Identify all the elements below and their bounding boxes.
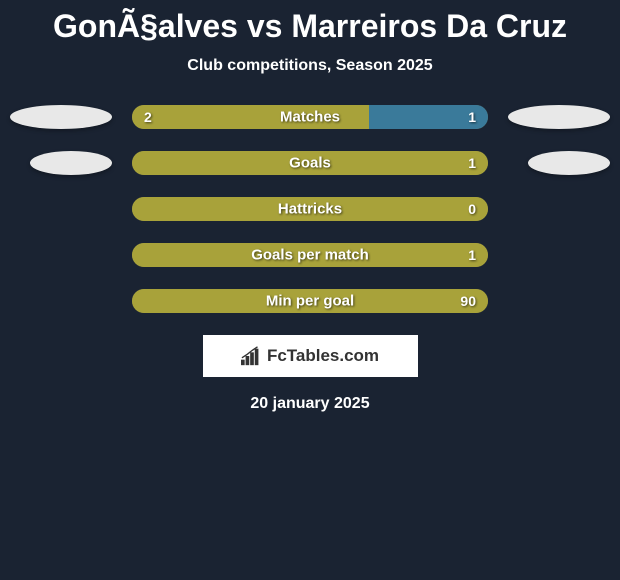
stat-bar: Hattricks 0 [132, 197, 488, 221]
stat-bar: Goals per match 1 [132, 243, 488, 267]
player-left-slot [10, 289, 112, 313]
stat-row: Min per goal 90 [10, 289, 610, 313]
stat-label: Hattricks [278, 201, 342, 218]
player-ellipse-left [30, 151, 112, 175]
stat-bar: Goals 1 [132, 151, 488, 175]
chart-rows: 2 Matches 1 Goals 1 Hattricks 0 Goals per match… [0, 105, 620, 313]
stat-label: Goals per match [251, 247, 369, 264]
player-right-slot [508, 197, 610, 221]
player-left-slot [10, 197, 112, 221]
stat-row: 2 Matches 1 [10, 105, 610, 129]
stat-value-right: 1 [468, 155, 476, 171]
stat-value-right: 1 [468, 247, 476, 263]
player-ellipse-right [528, 151, 610, 175]
page-subtitle: Club competitions, Season 2025 [0, 57, 620, 75]
stat-label: Matches [280, 109, 340, 126]
player-right-slot [508, 289, 610, 313]
player-right-slot [508, 243, 610, 267]
stat-row: Goals per match 1 [10, 243, 610, 267]
player-ellipse-right [508, 105, 610, 129]
logo-text: FcTables.com [267, 346, 379, 366]
stat-label: Goals [289, 155, 331, 172]
stat-row: Hattricks 0 [10, 197, 610, 221]
page-title: GonÃ§alves vs Marreiros Da Cruz [0, 8, 620, 45]
player-left-slot [10, 151, 112, 175]
player-left-slot [10, 105, 112, 129]
comparison-infographic: GonÃ§alves vs Marreiros Da Cruz Club com… [0, 0, 620, 413]
bar-chart-icon [241, 346, 263, 366]
stat-row: Goals 1 [10, 151, 610, 175]
logo-box: FcTables.com [203, 335, 418, 377]
player-right-slot [508, 151, 610, 175]
stat-bar: Min per goal 90 [132, 289, 488, 313]
stat-label: Min per goal [266, 293, 354, 310]
date-label: 20 january 2025 [0, 395, 620, 413]
player-left-slot [10, 243, 112, 267]
player-right-slot [508, 105, 610, 129]
stat-value-right: 90 [460, 293, 476, 309]
stat-bar: 2 Matches 1 [132, 105, 488, 129]
player-ellipse-left [10, 105, 112, 129]
stat-value-right: 0 [468, 201, 476, 217]
stat-value-left: 2 [144, 109, 152, 125]
stat-value-right: 1 [468, 109, 476, 125]
